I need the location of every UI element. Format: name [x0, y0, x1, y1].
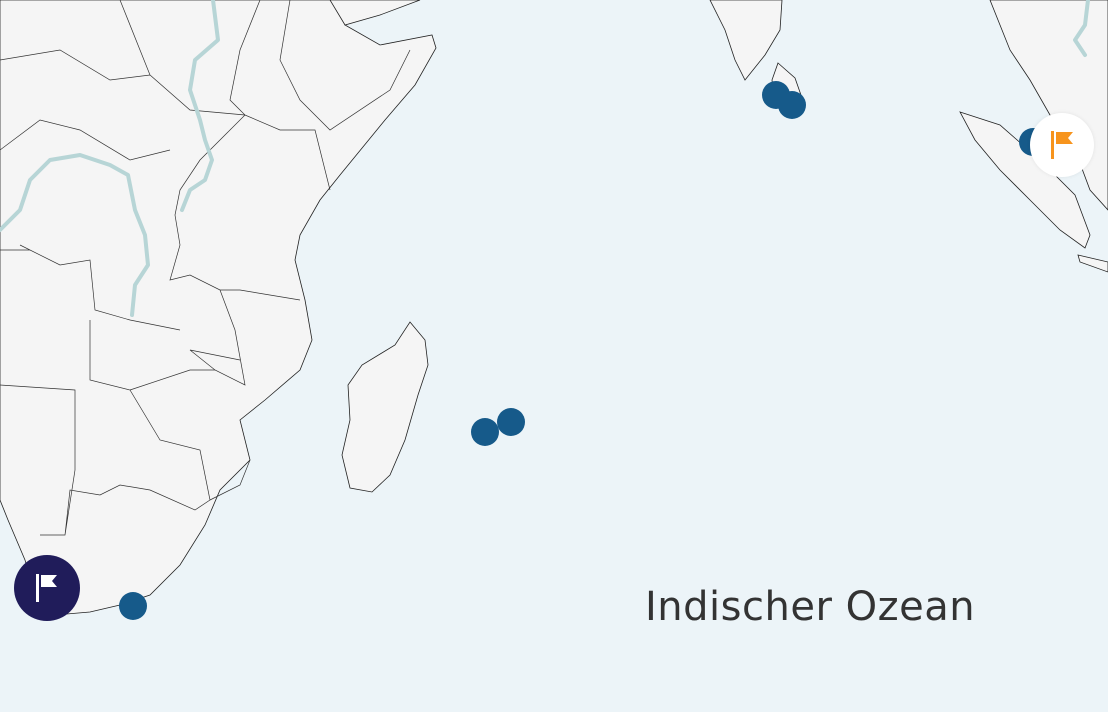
marker-reunion[interactable]: [497, 408, 525, 436]
marker-south-africa[interactable]: [119, 592, 147, 620]
flag-icon: [1051, 131, 1073, 159]
river-congo: [0, 153, 150, 317]
land-india: [709, 0, 783, 81]
flag-button-highlighted[interactable]: [1030, 113, 1094, 177]
river-mekong: [1073, 0, 1090, 57]
marker-sri-lanka-2[interactable]: [778, 91, 806, 119]
country-borders: [0, 0, 411, 536]
markers-layer: [119, 81, 1047, 620]
land-arabia: [329, 0, 421, 26]
land-madagascar: [341, 321, 429, 493]
river-nile: [180, 0, 220, 212]
flag-button-dark[interactable]: [14, 555, 80, 621]
land-java: [1077, 254, 1108, 273]
ocean-label: Indischer Ozean: [645, 584, 976, 630]
flag-icon: [36, 574, 57, 602]
marker-mauritius[interactable]: [471, 418, 499, 446]
